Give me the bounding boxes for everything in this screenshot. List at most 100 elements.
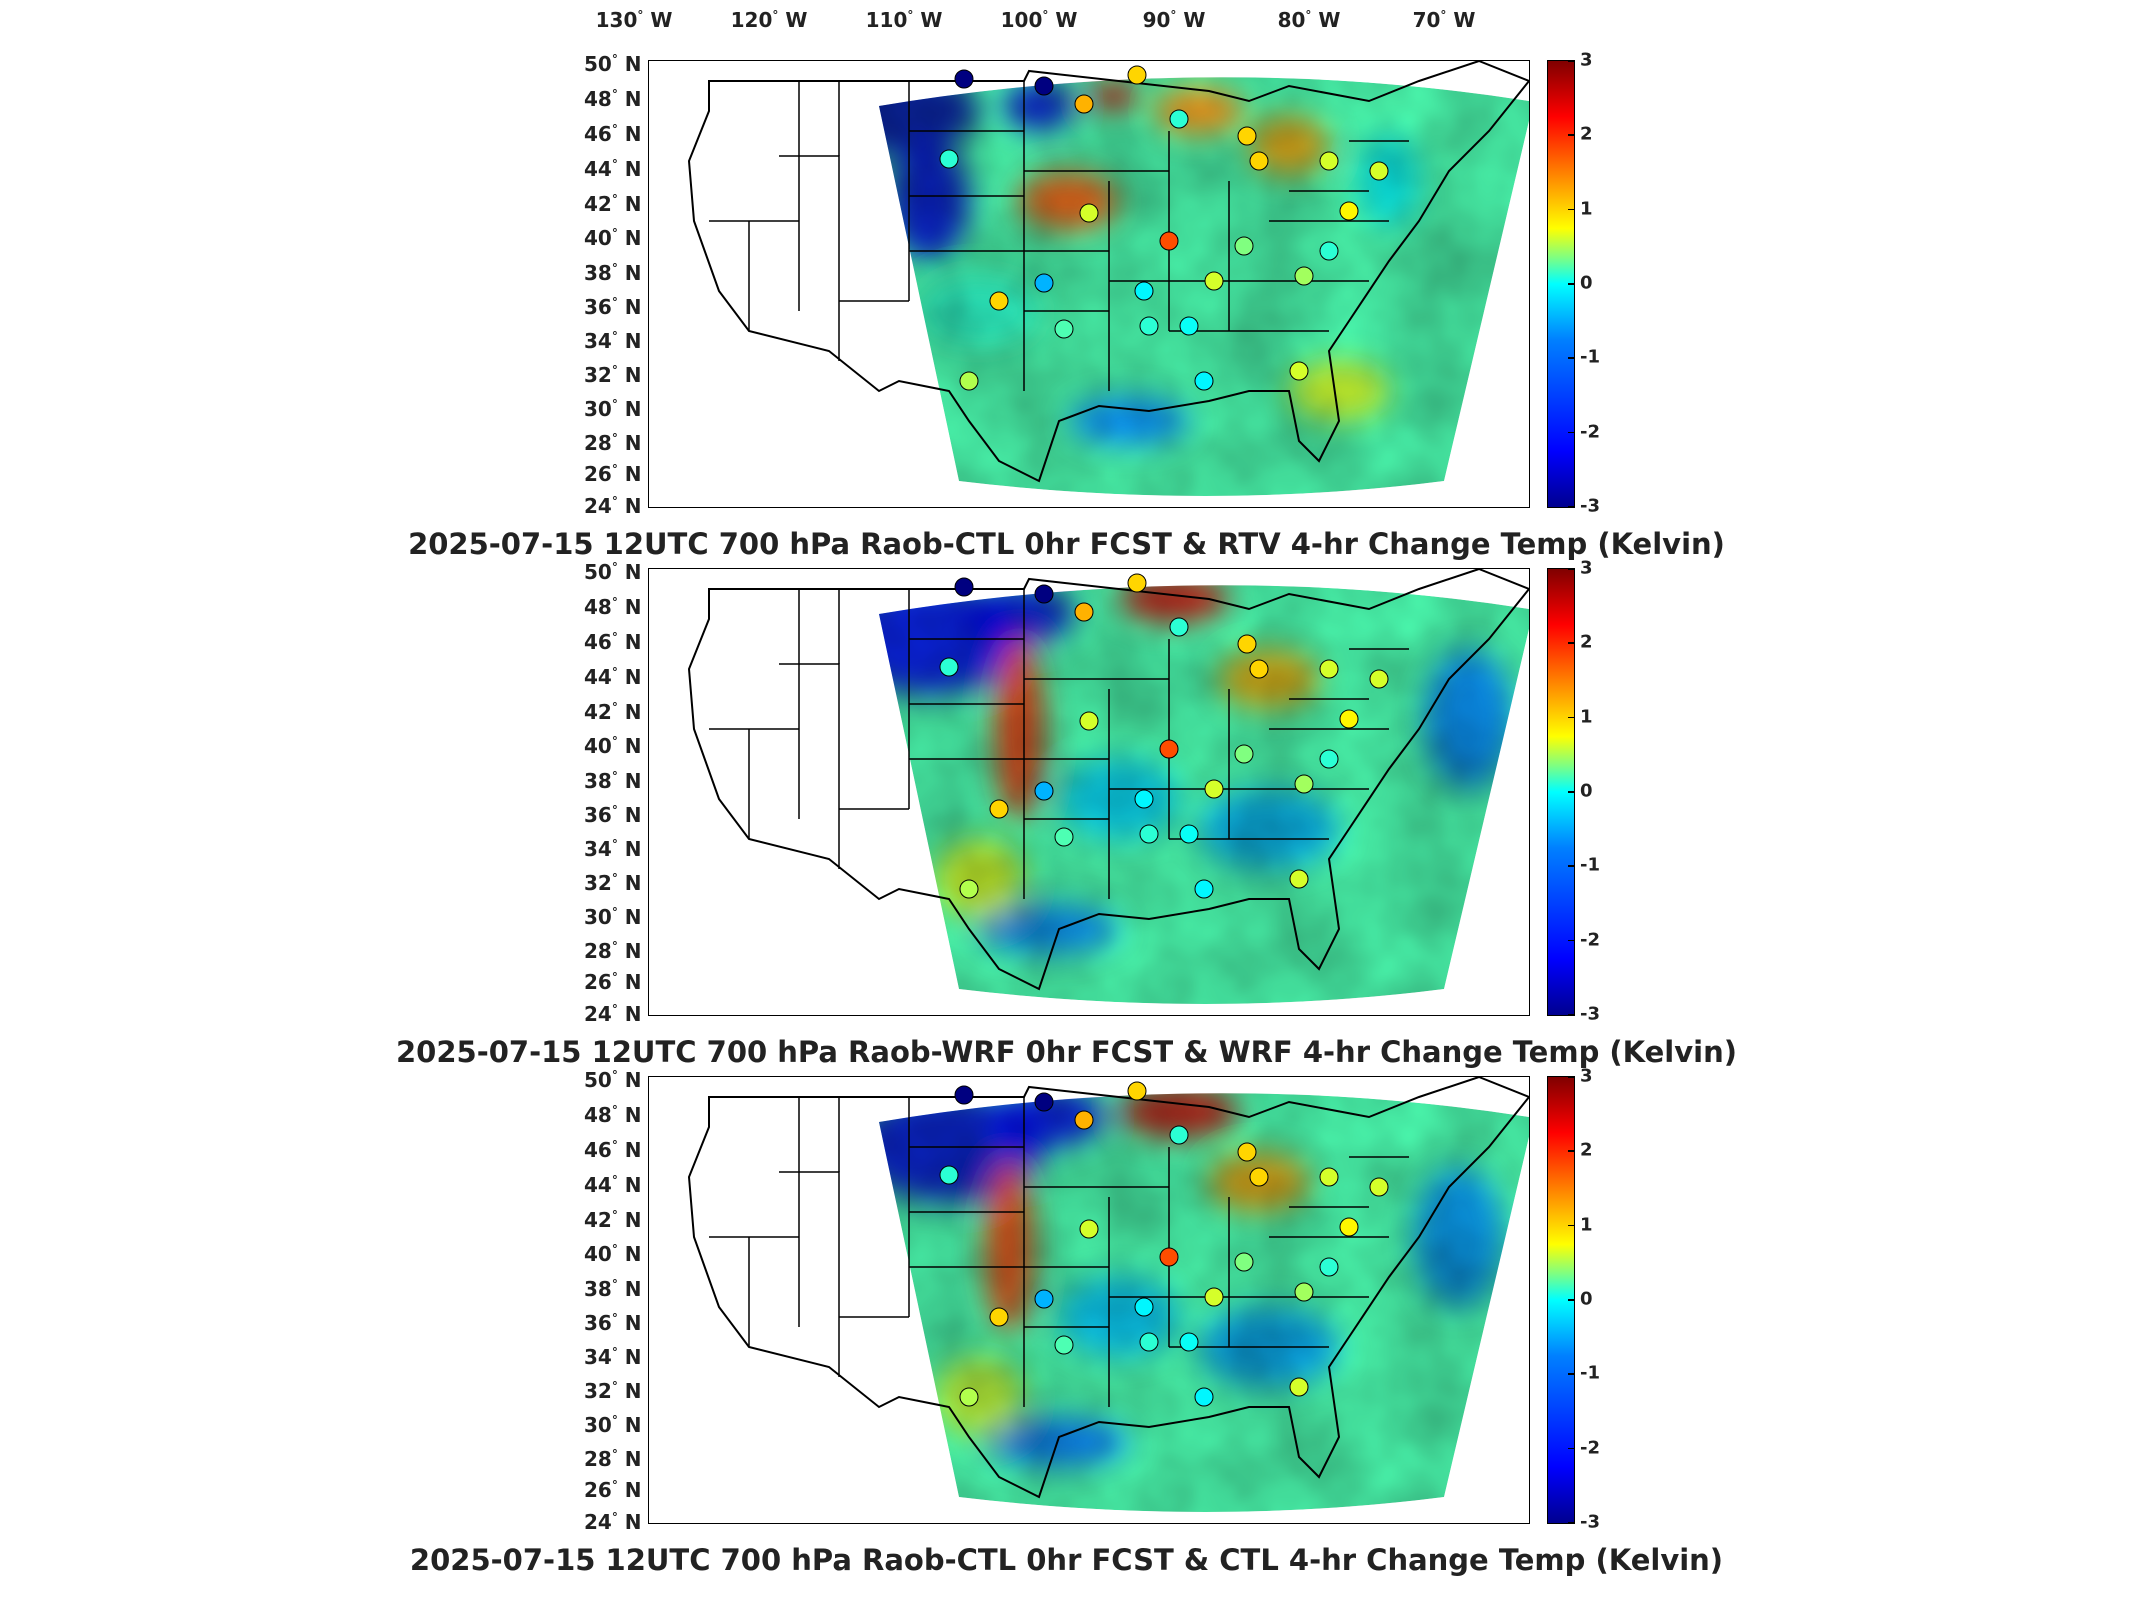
raob-station-marker: [1054, 827, 1074, 847]
raob-station-marker: [954, 69, 974, 89]
raob-station-marker: [1179, 824, 1199, 844]
colorbar-tickmark: [1568, 568, 1574, 570]
raob-station-marker: [1294, 1282, 1314, 1302]
panel-caption: 2025-07-15 12UTC 700 hPa Raob-WRF 0hr FC…: [395, 1035, 1737, 1069]
colorbar-tickmark: [1568, 1150, 1574, 1152]
colorbar-tickmark: [1568, 1447, 1574, 1450]
colorbar-tick-label: 1: [1580, 1214, 1593, 1236]
latitude-tick-label: 26° N: [584, 1478, 642, 1502]
colorbar-tick-label: -1: [1580, 854, 1600, 876]
coastline: [687, 569, 1529, 991]
raob-station-marker: [1079, 203, 1099, 223]
raob-station-marker: [1139, 824, 1159, 844]
latitude-tick-label: 24° N: [584, 494, 642, 518]
latitude-tick-label: 48° N: [584, 1103, 642, 1127]
longitude-tick-label: 100° W: [1000, 8, 1078, 32]
raob-station-marker: [1237, 126, 1257, 146]
raob-station-marker: [1034, 76, 1054, 96]
latitude-tick-label: 26° N: [584, 970, 642, 994]
raob-station-marker: [939, 149, 959, 169]
state-border: [779, 663, 840, 729]
latitude-tick-label: 28° N: [584, 431, 642, 455]
colorbar-tick-label: 2: [1580, 1139, 1593, 1161]
colorbar-tick-label: 1: [1580, 198, 1593, 220]
colorbar-tick-label: 3: [1580, 557, 1593, 579]
colorbar-tick-label: -1: [1580, 346, 1600, 368]
raob-station-marker: [959, 371, 979, 391]
raob-station-marker: [1134, 1297, 1154, 1317]
colorbar-tickmark: [1568, 134, 1574, 136]
raob-station-marker: [1054, 1335, 1074, 1355]
latitude-tick-label: 38° N: [584, 769, 642, 793]
raob-station-marker: [1339, 1217, 1359, 1237]
colorbar-tickmark: [1568, 642, 1574, 644]
raob-station-marker: [1074, 1110, 1094, 1130]
colorbar-tick-label: -2: [1580, 929, 1600, 951]
raob-station-marker: [1319, 749, 1339, 769]
colorbar-tickmark: [1568, 1014, 1574, 1016]
raob-station-marker: [1294, 266, 1314, 286]
field-texture: [879, 585, 1529, 1004]
latitude-tick-label: 30° N: [584, 397, 642, 421]
raob-station-marker: [989, 291, 1009, 311]
colorbar-tickmark: [1568, 1076, 1574, 1078]
colorbar-tick-label: -2: [1580, 421, 1600, 443]
temperature-field: [879, 77, 1529, 496]
latitude-tick-label: 42° N: [584, 192, 642, 216]
colorbar-tick-label: 0: [1580, 780, 1593, 802]
raob-station-marker: [1369, 1177, 1389, 1197]
raob-station-marker: [1369, 669, 1389, 689]
raob-station-marker: [1159, 1247, 1179, 1267]
raob-station-marker: [1339, 201, 1359, 221]
colorbar-tick-label: -1: [1580, 1362, 1600, 1384]
colorbar-tickmark: [1568, 357, 1574, 359]
coastline: [687, 61, 1529, 483]
latitude-tick-label: 44° N: [584, 1173, 642, 1197]
colorbar-tickmark: [1568, 865, 1574, 867]
raob-station-marker: [1079, 711, 1099, 731]
latitude-tick-label: 34° N: [584, 329, 642, 353]
state-border: [779, 1171, 840, 1237]
raob-station-marker: [1159, 231, 1179, 251]
latitude-tick-label: 50° N: [584, 560, 642, 584]
colorbar-tick-label: 0: [1580, 1288, 1593, 1310]
field-texture: [879, 77, 1529, 496]
latitude-tick-label: 34° N: [584, 1345, 642, 1369]
colorbar-tick-label: 2: [1580, 631, 1593, 653]
colorbar-tick-label: -3: [1580, 1003, 1600, 1025]
colorbar-tickmark: [1568, 1373, 1574, 1375]
colorbar-tick-label: 2: [1580, 123, 1593, 145]
longitude-tick-label: 90° W: [1142, 8, 1206, 32]
map-panel: 50° N 48° N 46° N 44° N 42° N 40° N 38° N 36° N…: [0, 1066, 2133, 1582]
colorbar-tick-label: 1: [1580, 706, 1593, 728]
latitude-tick-label: 42° N: [584, 1208, 642, 1232]
latitude-tick-label: 40° N: [584, 1242, 642, 1266]
raob-station-marker: [1179, 1332, 1199, 1352]
colorbar-tick-label: -3: [1580, 495, 1600, 517]
raob-station-marker: [1127, 65, 1147, 85]
raob-station-marker: [1127, 573, 1147, 593]
colorbar-tick-label: 3: [1580, 1065, 1593, 1087]
raob-station-marker: [1289, 361, 1309, 381]
colorbar-tick-label: 3: [1580, 49, 1593, 71]
raob-station-marker: [1204, 271, 1224, 291]
latitude-tick-label: 46° N: [584, 630, 642, 654]
raob-station-marker: [1054, 319, 1074, 339]
raob-station-marker: [1139, 316, 1159, 336]
raob-station-marker: [1339, 709, 1359, 729]
raob-station-marker: [1179, 316, 1199, 336]
longitude-axis: 130° W 120° W 110° W 100° W 90° W 80° W 70° W: [0, 0, 2133, 40]
raob-station-marker: [1194, 371, 1214, 391]
longitude-tick-label: 130° W: [595, 8, 673, 32]
raob-station-marker: [1319, 1257, 1339, 1277]
latitude-tick-label: 40° N: [584, 734, 642, 758]
raob-station-marker: [1294, 774, 1314, 794]
raob-station-marker: [1194, 879, 1214, 899]
latitude-tick-label: 26° N: [584, 462, 642, 486]
map-panel: 50° N 48° N 46° N 44° N 42° N 40° N 38° N 36° N…: [0, 50, 2133, 566]
latitude-tick-label: 32° N: [584, 871, 642, 895]
raob-station-marker: [939, 657, 959, 677]
latitude-tick-label: 38° N: [584, 1277, 642, 1301]
raob-station-marker: [954, 577, 974, 597]
latitude-tick-label: 24° N: [584, 1002, 642, 1026]
